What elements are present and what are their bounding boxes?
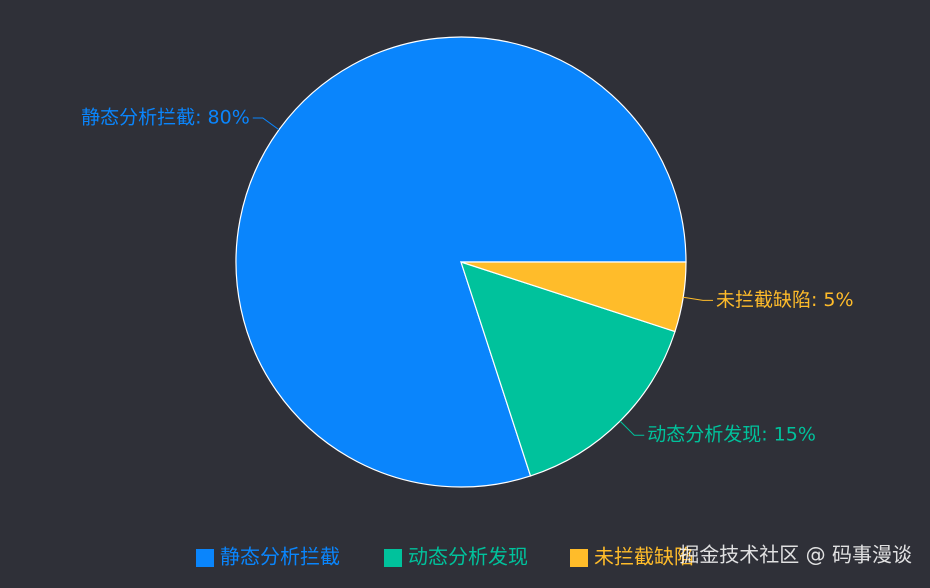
legend-swatch — [384, 549, 402, 567]
pie-slice — [460, 261, 676, 477]
label-line — [619, 420, 645, 436]
legend-swatch — [196, 549, 214, 567]
legend-label: 未拦截缺陷 — [594, 545, 694, 569]
legend-label: 静态分析拦截 — [220, 545, 340, 569]
data-label: 未拦截缺陷: 5% — [716, 289, 854, 311]
legend-label: 动态分析发现 — [408, 545, 528, 569]
watermark: 掘金技术社区 @ 码事漫谈 — [679, 543, 912, 567]
data-label: 动态分析发现: 15% — [647, 424, 816, 446]
legend-swatch — [570, 549, 588, 567]
label-line — [683, 296, 713, 301]
data-label: 静态分析拦截: 80% — [81, 106, 250, 128]
label-line — [252, 117, 280, 131]
